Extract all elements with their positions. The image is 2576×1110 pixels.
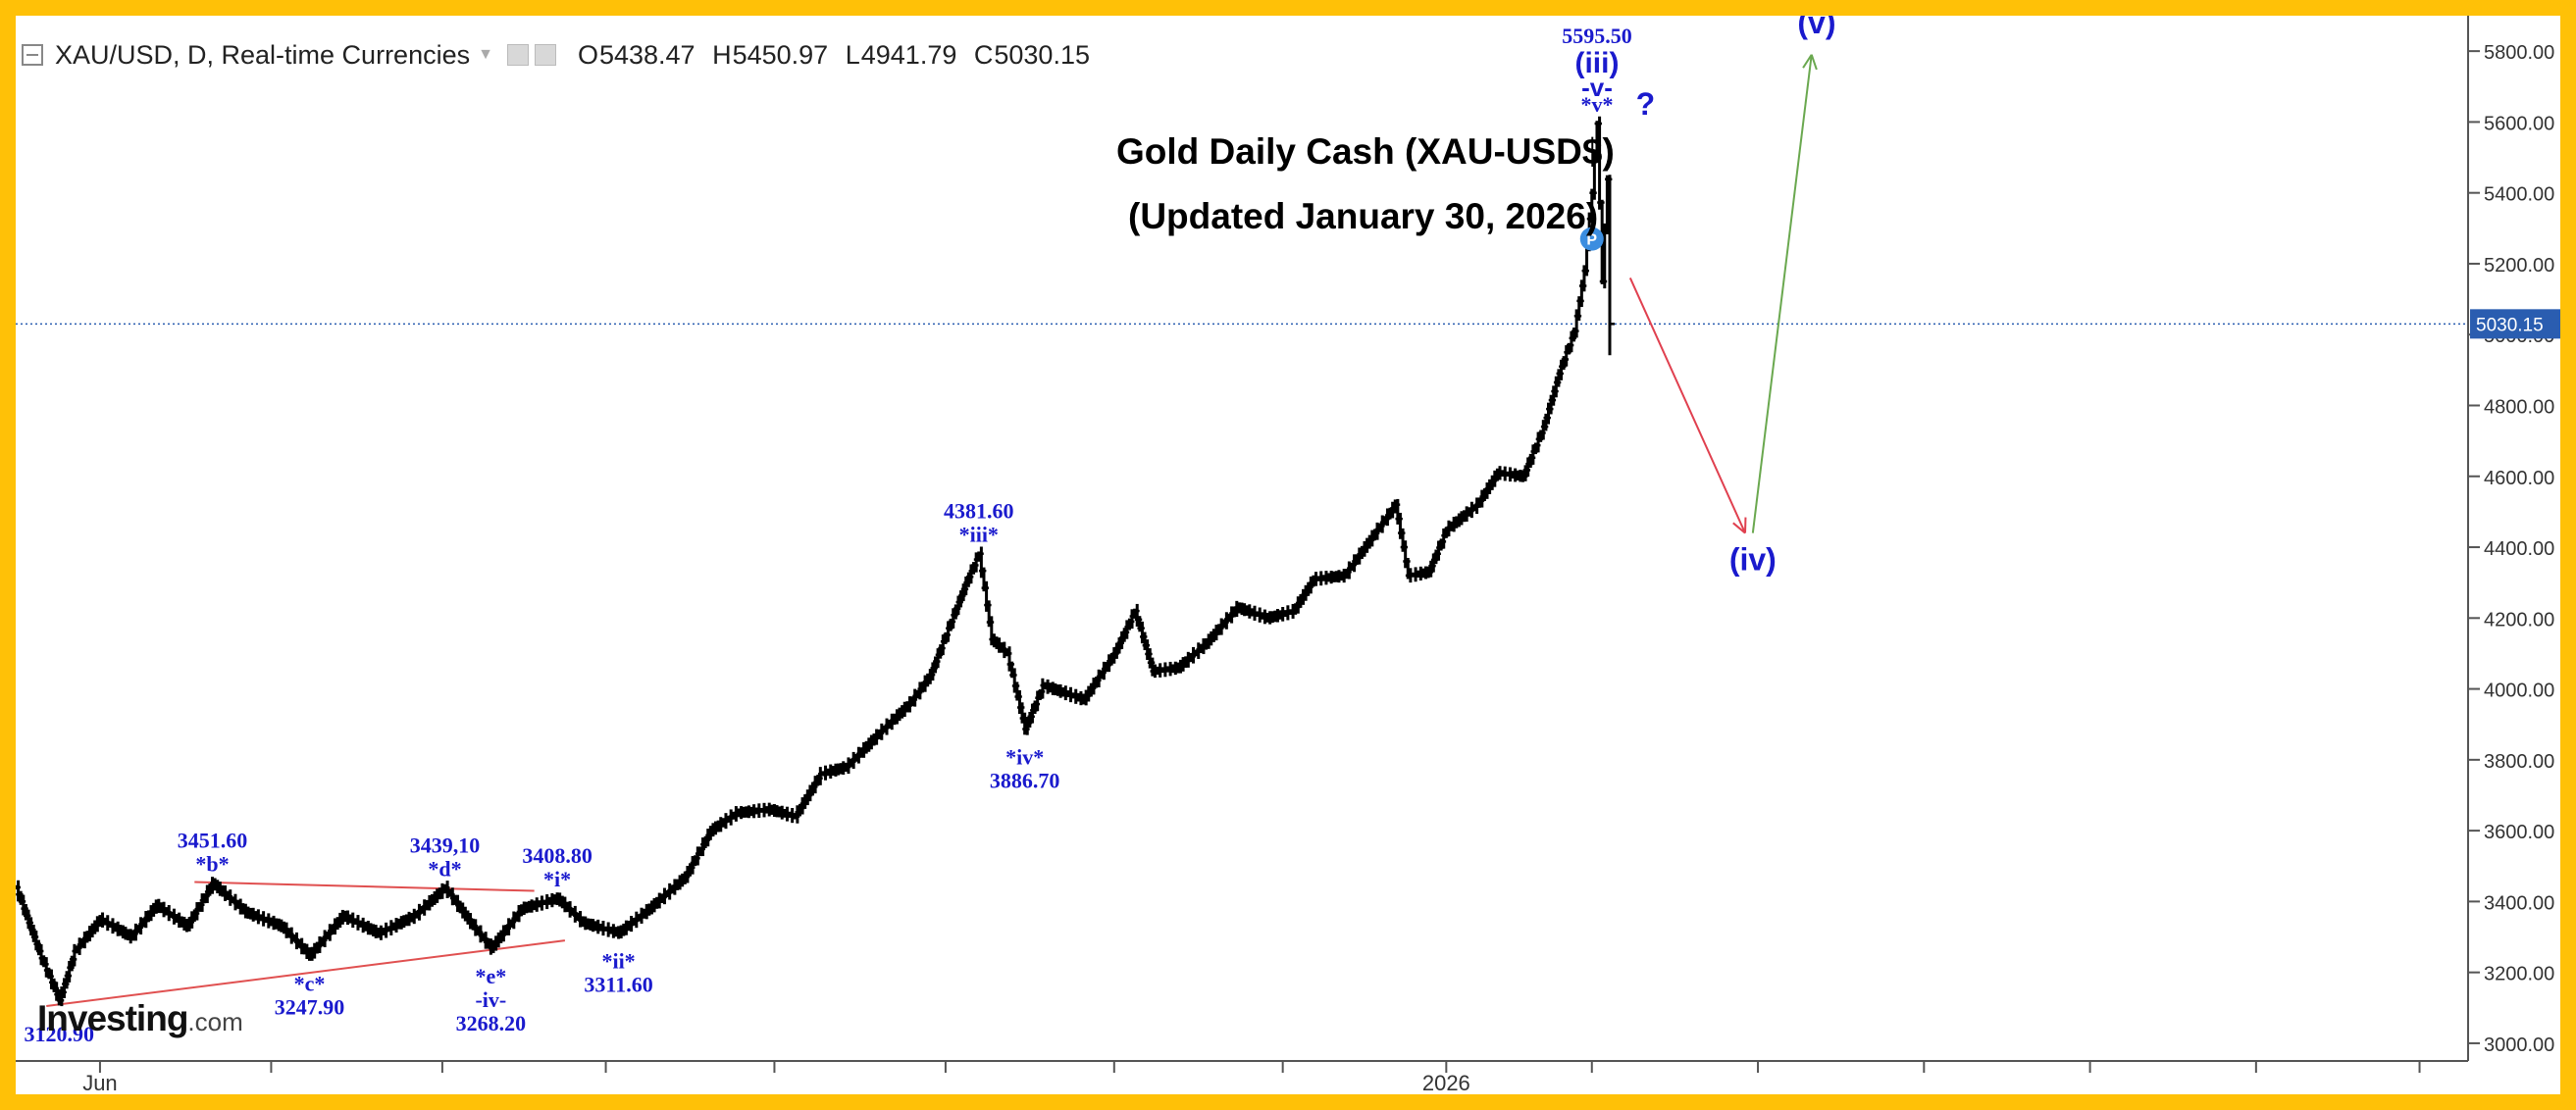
wave-label: *iv*	[1005, 745, 1044, 770]
y-tick-label: 5800.00	[2484, 42, 2554, 64]
y-tick-label: 5400.00	[2484, 184, 2554, 206]
chart-subtitle: (Updated January 30, 2026)	[1128, 196, 1599, 236]
wave-label: *c*	[294, 971, 326, 995]
low-label: L	[845, 39, 860, 70]
chart-canvas[interactable]: 3120.90 3451.60*b* *c*3247.90 3439,10*d* *e*…	[16, 16, 2560, 1094]
investing-logo[interactable]: Investing.com	[37, 998, 243, 1039]
close-label: C	[973, 39, 994, 70]
wave-label: (iv)	[1729, 542, 1777, 578]
wave-label: 3311.60	[584, 972, 652, 996]
logo-main: Investing	[37, 998, 188, 1038]
y-tick-label: 5600.00	[2484, 113, 2554, 134]
y-tick-label: 4600.00	[2484, 468, 2554, 489]
x-tick-label: Jun	[82, 1071, 117, 1094]
pivot-badge-label: P	[1586, 232, 1597, 249]
wave-label: 3408.80	[522, 843, 592, 868]
wave-label: -iv-	[475, 987, 506, 1012]
y-tick-label: 3400.00	[2484, 892, 2554, 914]
pivot-badge	[1579, 227, 1604, 251]
wave-label: 3268.20	[456, 1011, 527, 1035]
wave-label: (v)	[1797, 16, 1835, 40]
trendline	[46, 939, 566, 1007]
axis-layer: 3000.00 3200.00 3400.00 3600.00 3800.00 4000.…	[16, 16, 2560, 1094]
ohlc-bar	[1605, 175, 1615, 356]
wave-label: *ii*	[601, 948, 635, 973]
wave-label: *d*	[428, 856, 461, 881]
chart-frame: 3120.90 3451.60 *b* *c* 3247.90 3439,10 *d* *e*…	[16, 16, 2560, 1094]
low-value: 4941.79	[860, 39, 957, 70]
last-price-tag	[2470, 309, 2560, 339]
open-label: O	[577, 39, 598, 70]
wave-label: 3247.90	[275, 994, 345, 1019]
close-value: 5030.15	[994, 39, 1090, 70]
high-value: 5450.97	[732, 39, 829, 70]
annotation-layer: 3120.90 3451.60*b* *c*3247.90 3439,10*d* *e*…	[25, 16, 1836, 1046]
y-tick-label: 4400.00	[2484, 538, 2554, 560]
open-value: 5438.47	[598, 39, 696, 70]
settings-icon[interactable]	[506, 44, 529, 66]
wave-label: *e*	[475, 964, 506, 988]
wave-label: -v-	[1581, 73, 1613, 102]
y-tick-label: 5200.00	[2484, 255, 2554, 277]
chart-title: Gold Daily Cash (XAU-USD$)	[1116, 131, 1615, 172]
arrowhead	[1732, 522, 1746, 534]
x-tick-label: 2026	[1422, 1071, 1470, 1094]
wave-label: 3439,10	[410, 832, 481, 857]
arrowhead	[1802, 54, 1813, 69]
y-tick-label: 4800.00	[2484, 396, 2554, 418]
price-bars-layer	[16, 116, 1615, 1007]
projection-arrow-up	[1751, 54, 1813, 533]
wave-label: 5595.50	[1562, 24, 1632, 48]
wave-label: *b*	[195, 852, 229, 877]
logo-suffix: .com	[187, 1007, 243, 1036]
y-tick-label: 3800.00	[2484, 751, 2554, 773]
trendline	[194, 881, 535, 892]
y-tick-label: 3000.00	[2484, 1034, 2554, 1056]
wave-label: *i*	[543, 867, 571, 891]
projection-arrow-down	[1628, 277, 1746, 533]
last-price-label: 5030.15	[2476, 315, 2544, 335]
wave-label: 3120.90	[25, 1022, 95, 1046]
wave-label: 3886.70	[990, 769, 1060, 793]
arrowhead	[1810, 54, 1818, 71]
y-tick-label: 4200.00	[2484, 609, 2554, 631]
wave-label: *iii*	[959, 523, 999, 547]
y-tick-label: 3600.00	[2484, 822, 2554, 843]
ohlc-values: O5438.47 H5450.97 L4941.79 C5030.15	[578, 40, 1090, 71]
high-label: H	[712, 39, 732, 70]
collapse-icon[interactable]	[22, 44, 43, 66]
wave-label: (iii)	[1574, 47, 1619, 79]
wave-label: ?	[1636, 86, 1656, 122]
wave-label: 4381.60	[944, 499, 1014, 524]
wave-label: *v*	[1580, 92, 1613, 117]
symbol-name[interactable]: XAU/USD, D, Real-time Currencies	[55, 39, 471, 70]
y-tick-label: 4000.00	[2484, 681, 2554, 702]
eye-icon[interactable]	[534, 44, 556, 66]
chevron-down-icon[interactable]: ▼	[478, 46, 493, 63]
trendline-layer	[46, 54, 1818, 1007]
wave-label: 3451.60	[178, 829, 248, 853]
symbol-legend: XAU/USD, D, Real-time Currencies ▼ O5438…	[22, 35, 1090, 75]
y-tick-label: 3200.00	[2484, 964, 2554, 985]
